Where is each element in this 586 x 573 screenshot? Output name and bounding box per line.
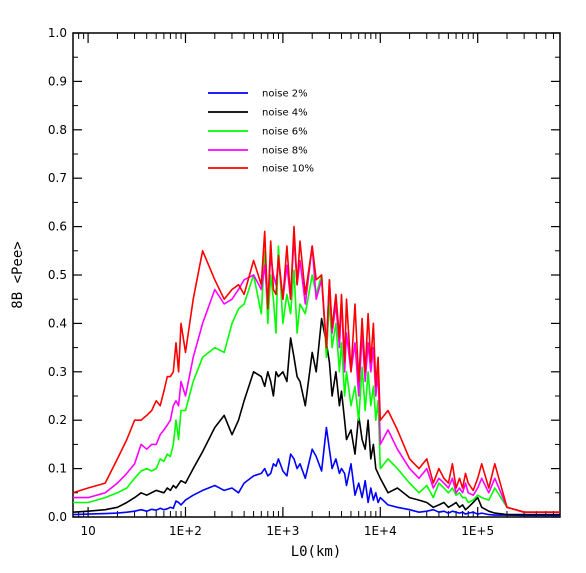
y-tick-label: 0.3 bbox=[48, 365, 67, 379]
legend-label-5: noise 10% bbox=[262, 164, 314, 175]
y-tick-label: 0.9 bbox=[48, 74, 67, 88]
y-tick-label: 0.7 bbox=[48, 171, 67, 185]
x-tick-label: 1E+2 bbox=[169, 524, 202, 538]
series-line-5 bbox=[72, 225, 560, 514]
y-tick-label: 0.5 bbox=[48, 268, 67, 282]
plot-frame bbox=[72, 32, 561, 518]
legend: noise 2% noise 4% noise 6% noise 8% noise 10… bbox=[208, 89, 314, 175]
x-tick-label: 1E+5 bbox=[461, 524, 494, 538]
x-axis-title: L0(km) bbox=[291, 544, 342, 560]
legend-label-3: noise 6% bbox=[262, 127, 308, 138]
legend-label-4: noise 8% bbox=[262, 146, 308, 157]
series-line-3 bbox=[73, 245, 560, 514]
y-tick-label: 0.4 bbox=[48, 316, 67, 330]
y-tick-label: 0.6 bbox=[48, 220, 67, 234]
y-tick-label: 0.8 bbox=[48, 123, 67, 137]
x-tick-label: 1E+4 bbox=[364, 524, 397, 538]
series-layer bbox=[72, 225, 560, 517]
y-tick-label: 1.0 bbox=[48, 26, 67, 40]
legend-label-2: noise 4% bbox=[262, 108, 308, 119]
y-axis-title: 8B <Pee> bbox=[10, 241, 26, 308]
y-tick-label: 0.1 bbox=[48, 462, 67, 476]
ticks-layer: 0.0 0.1 0.2 0.3 0.4 0.5 0.6 0.7 0.8 0.9 1.0 10 1E+2 1… bbox=[48, 26, 561, 538]
legend-label-1: noise 2% bbox=[262, 89, 308, 100]
x-tick-label: 10 bbox=[80, 524, 95, 538]
y-tick-label: 0.0 bbox=[48, 510, 67, 524]
x-tick-label: 1E+3 bbox=[266, 524, 299, 538]
series-line-1 bbox=[72, 426, 560, 517]
y-tick-label: 0.2 bbox=[48, 413, 67, 427]
